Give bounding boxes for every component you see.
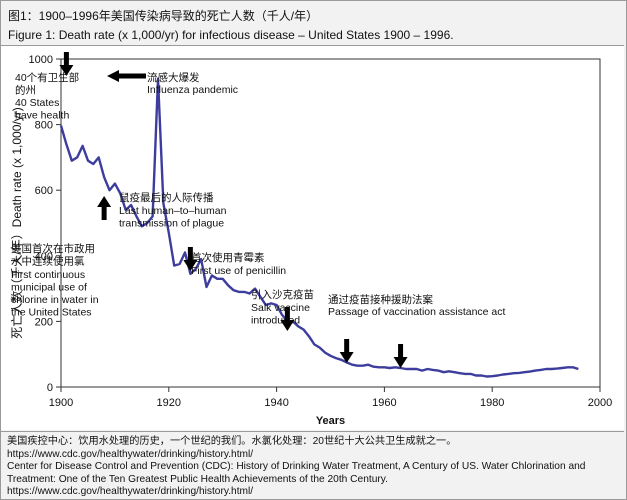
x-axis-label: Years	[316, 415, 345, 427]
annotation-text: chlorine in water in	[11, 294, 99, 306]
annotation-text: have health	[15, 110, 69, 122]
annotation-text: 的州	[15, 84, 36, 97]
arrow-head	[393, 357, 408, 368]
y-tick-label: 400	[35, 251, 53, 263]
figure-footer: 美国疾控中心：饮用水处理的历史，一个世纪的我们。水氯化处理：20世纪十大公共卫生…	[1, 431, 624, 497]
x-tick-label: 1940	[264, 397, 288, 409]
arrow-shaft	[187, 247, 193, 261]
annotation-text: 40个有卫生部	[15, 71, 79, 84]
arrow-shaft	[344, 339, 350, 353]
y-axis-label: 死亡人数（千人/年）Death rate (x 1,000/yr)	[9, 107, 24, 338]
footer-url-1: https://www.cdc.gov/healthywater/drinkin…	[7, 448, 254, 460]
line-chart: 0 200 400 600 800 1000 1900 1920 1940 1960 1980 20…	[9, 52, 612, 427]
footer-url-2: https://www.cdc.gov/healthywater/drinkin…	[7, 486, 254, 497]
series-line	[59, 77, 579, 378]
arrow-shaft	[118, 73, 146, 79]
y-tick-label: 600	[35, 185, 53, 197]
y-tick-label: 800	[35, 120, 53, 132]
x-axis: 1900 1920 1940 1960 1980 2000	[49, 387, 612, 409]
annotation-text: Last human–to–human	[119, 205, 227, 217]
annotation-text: 流感大爆发	[147, 71, 200, 84]
arrow-shaft	[284, 307, 290, 321]
annotation-text: First continuous	[11, 269, 85, 281]
arrow-head	[97, 196, 112, 207]
x-tick-label: 1980	[480, 397, 504, 409]
arrow-head	[183, 260, 198, 271]
annotation-text: 通过疫苗接种援助法案	[328, 293, 433, 306]
annotation-text: the United States	[11, 307, 92, 319]
annotation-text: 水中连续使用氯	[11, 255, 85, 268]
y-tick-label: 0	[47, 382, 53, 394]
x-tick-label: 2000	[588, 397, 612, 409]
footer-source-en-2: Treatment: One of the Ten Greatest Publi…	[7, 473, 388, 485]
arrow-head	[339, 352, 354, 363]
annotation-text: First use of penicillin	[191, 265, 286, 277]
annotation-text: municipal use of	[11, 282, 87, 294]
chart-title-en: Figure 1: Death rate (x 1,000/yr) for in…	[8, 28, 454, 42]
annotation-text: transmission of plague	[119, 218, 224, 230]
annotation-text: 引入沙克疫苗	[251, 288, 314, 301]
plot-frame	[60, 58, 601, 388]
figure-header: 图1：1900–1996年美国传染病导致的死亡人数（千人/年） Figure 1…	[1, 1, 624, 46]
annotation-text: 40 States	[15, 97, 59, 109]
y-tick-label: 200	[35, 316, 53, 328]
annotation-text: Influenza pandemic	[147, 84, 238, 96]
arrow-head	[107, 70, 119, 82]
y-tick-label: 1000	[29, 54, 53, 66]
x-tick-label: 1920	[157, 397, 181, 409]
annotation-text: Passage of vaccination assistance act	[328, 306, 506, 318]
annotation-text: 首次使用青霉素	[191, 251, 265, 264]
y-axis: 0 200 400 600 800 1000	[29, 54, 61, 394]
chart-title-cn: 图1：1900–1996年美国传染病导致的死亡人数（千人/年）	[8, 9, 319, 23]
arrow-shaft	[63, 52, 69, 66]
footer-source-en-1: Center for Disease Control and Preventio…	[7, 461, 586, 472]
annotation-text: introduced	[251, 315, 300, 327]
annotation-text: 鼠疫最后的人际传播	[119, 191, 214, 204]
chart-area: 0 200 400 600 800 1000 1900 1920 1940 1960 1980 20…	[1, 46, 624, 430]
annotation-text: Salk vaccine	[251, 302, 310, 314]
x-tick-label: 1960	[372, 397, 396, 409]
arrow-shaft	[398, 344, 404, 358]
footer-source-cn: 美国疾控中心：饮用水处理的历史，一个世纪的我们。水氯化处理：20世纪十大公共卫生…	[7, 436, 457, 447]
x-tick-label: 1900	[49, 397, 73, 409]
arrow-shaft	[101, 206, 107, 220]
annotation-text: 美国首次在市政用	[11, 242, 95, 255]
arrow-head	[280, 320, 295, 331]
arrow-head	[59, 65, 74, 76]
